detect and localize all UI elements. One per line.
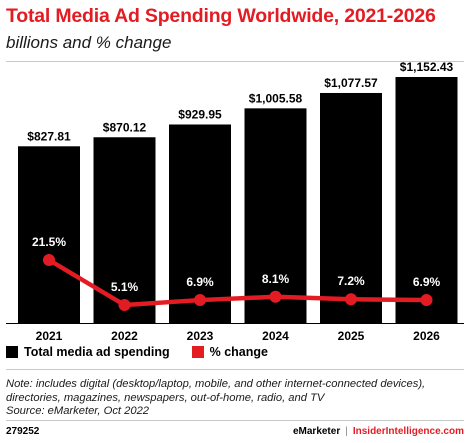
bar-label-2025: $1,077.57	[324, 76, 378, 90]
legend-swatch-black	[6, 346, 18, 358]
pct-change-line	[47, 258, 427, 308]
x-tick-2023: 2023	[187, 329, 214, 340]
pct-point-2024	[269, 290, 282, 303]
bar-label-2024: $1,005.58	[249, 91, 303, 105]
bar-2023	[169, 124, 231, 323]
bar-label-2026: $1,152.43	[400, 60, 454, 74]
chart-id: 279252	[6, 426, 40, 437]
pct-label-2026: 6.9%	[413, 275, 441, 289]
footnote: Note: includes digital (desktop/laptop, …	[6, 378, 464, 419]
x-tick-2025: 2025	[338, 329, 365, 340]
note-text: Note: includes digital (desktop/laptop, …	[6, 378, 426, 404]
bar-2022	[93, 137, 156, 323]
brand-name: eMarketer	[292, 426, 341, 437]
pct-label-2021: 21.5%	[32, 235, 66, 249]
pct-label-2022: 5.1%	[111, 280, 139, 294]
x-tick-2024: 2024	[262, 329, 289, 340]
footer-divider	[6, 420, 464, 421]
source-text: Source: eMarketer, Oct 2022	[6, 405, 150, 418]
x-axis: 2021 2022 2023 2024 2025 2026	[6, 323, 464, 340]
bar-label-2023: $929.95	[178, 107, 222, 121]
x-tick-2021: 2021	[36, 329, 63, 340]
bar-2021	[18, 146, 80, 323]
legend-divider	[6, 369, 464, 370]
chart-area: $827.81 $870.12 $929.95 $1,005.58 $1,077.57 $…	[6, 60, 464, 340]
legend-item-pct-change: % change	[191, 345, 268, 359]
header-divider	[6, 61, 464, 62]
brand-site: InsiderIntelligence.com	[352, 426, 464, 437]
bar-series: $827.81 $870.12 $929.95 $1,005.58 $1,077.57 $…	[18, 60, 458, 323]
legend-label-ad-spending: Total media ad spending	[24, 345, 170, 359]
chart-title: Total Media Ad Spending Worldwide, 2021-…	[6, 5, 436, 27]
line-series: 21.5% 5.1% 6.9% 8.1% 7.2% 6.9%	[32, 235, 441, 311]
pct-label-2024: 8.1%	[262, 272, 290, 286]
bar-2024	[244, 108, 307, 323]
chart-subtitle: billions and % change	[6, 33, 172, 52]
legend-swatch-red	[191, 346, 204, 358]
pct-point-2025	[345, 293, 357, 306]
pct-point-2022	[118, 299, 131, 311]
brand-separator: |	[345, 426, 348, 437]
pct-label-2025: 7.2%	[337, 274, 365, 288]
footer-brand: eMarketer | InsiderIntelligence.com	[293, 426, 464, 437]
bar-2026	[395, 77, 458, 323]
pct-point-2021	[43, 254, 55, 266]
bar-2025	[320, 92, 382, 323]
x-tick-2026: 2026	[413, 329, 440, 340]
pct-point-2023	[194, 294, 206, 307]
legend: Total media ad spending % change	[6, 345, 290, 359]
pct-label-2023: 6.9%	[186, 275, 214, 289]
bar-label-2021: $827.81	[27, 129, 71, 143]
legend-item-ad-spending: Total media ad spending	[6, 345, 170, 359]
pct-point-2026	[420, 294, 433, 307]
bar-label-2022: $870.12	[103, 120, 147, 134]
x-tick-2022: 2022	[111, 329, 138, 340]
legend-label-pct-change: % change	[209, 345, 268, 359]
